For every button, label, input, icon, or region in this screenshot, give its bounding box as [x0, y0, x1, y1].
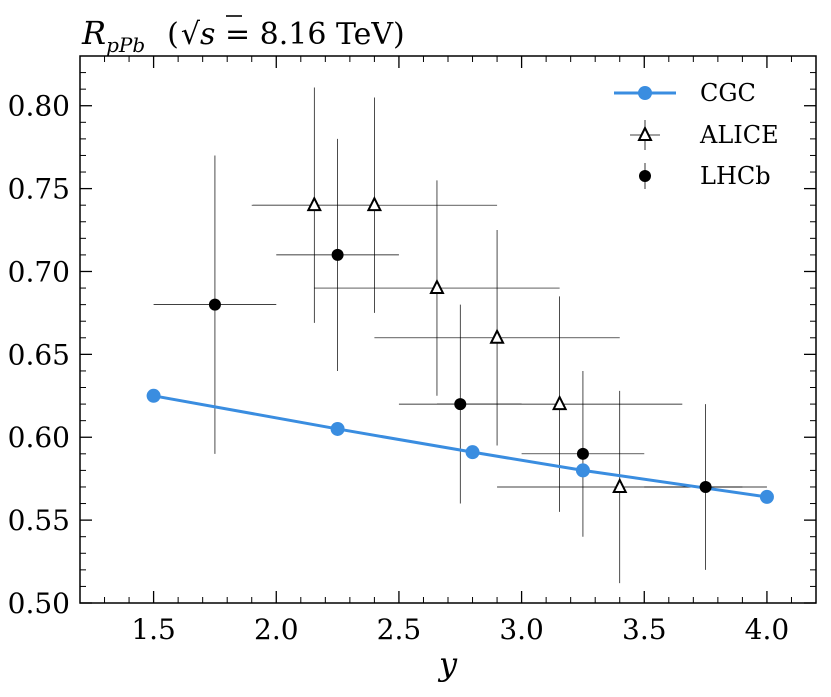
legend-alice-label: ALICE — [699, 121, 779, 149]
legend-item-lhcb: LHCb — [639, 162, 771, 190]
y-tick-label: 0.50 — [8, 587, 70, 620]
legend-cgc-marker — [638, 86, 652, 100]
y-tick-label: 0.55 — [8, 504, 70, 537]
y-tick-label: 0.70 — [8, 255, 70, 288]
y-tick-label: 0.75 — [8, 173, 70, 206]
chart-title-subscript: pPb — [106, 33, 145, 57]
lhcb-point — [576, 447, 589, 460]
alice-point — [366, 195, 383, 212]
alice-point — [429, 278, 445, 295]
legend-cgc-label: CGC — [700, 79, 756, 107]
chart-title-open: ( — [167, 17, 179, 52]
lhcb-point — [699, 480, 712, 493]
ticks-layer: 1.5 2.0 2.5 3.0 3.5 4.0 0.50 0.55 0.60 0.65 0.70 0.… — [8, 55, 817, 646]
cgc-layer — [146, 388, 774, 504]
lhcb-point — [331, 248, 344, 261]
chart-title-value: = 8.16 TeV) — [215, 17, 404, 52]
x-tick-label: 3.5 — [622, 613, 667, 646]
chart-title: RpPb (√s = 8.16 TeV) — [81, 14, 405, 57]
alice-point — [489, 328, 505, 344]
legend-alice-marker — [637, 125, 653, 141]
cgc-point — [465, 445, 480, 460]
x-tick-label: 3.0 — [499, 613, 544, 646]
legend-lhcb-label: LHCb — [700, 162, 771, 190]
lhcb-point — [208, 298, 221, 311]
alice-point — [552, 394, 568, 411]
alice-point — [306, 195, 322, 212]
cgc-point — [759, 489, 774, 504]
legend: CGC ALICE LHCb — [614, 79, 779, 190]
cgc-point — [575, 463, 590, 478]
cgc-point — [330, 421, 345, 436]
x-tick-label: 2.0 — [254, 613, 299, 646]
x-tick-label: 1.5 — [131, 613, 176, 646]
lhcb-point — [454, 398, 467, 411]
chart-title-sqrt: √ — [181, 17, 201, 52]
alice-point — [612, 477, 628, 493]
y-tick-label: 0.80 — [8, 90, 70, 123]
chart-title-sqrt-var: s — [200, 17, 215, 52]
legend-lhcb-marker — [639, 170, 651, 182]
x-tick-label: 4.0 — [745, 613, 790, 646]
y-tick-label: 0.60 — [8, 421, 70, 454]
x-axis-title: y — [437, 645, 458, 683]
legend-item-alice: ALICE — [630, 120, 779, 150]
y-tick-label: 0.65 — [8, 338, 70, 371]
errorbars-layer — [153, 87, 767, 584]
cgc-point — [146, 388, 161, 403]
x-tick-label: 2.5 — [377, 613, 422, 646]
chart-title-symbol: R — [81, 14, 106, 52]
legend-item-cgc: CGC — [614, 79, 756, 107]
markers-layer — [208, 195, 712, 493]
